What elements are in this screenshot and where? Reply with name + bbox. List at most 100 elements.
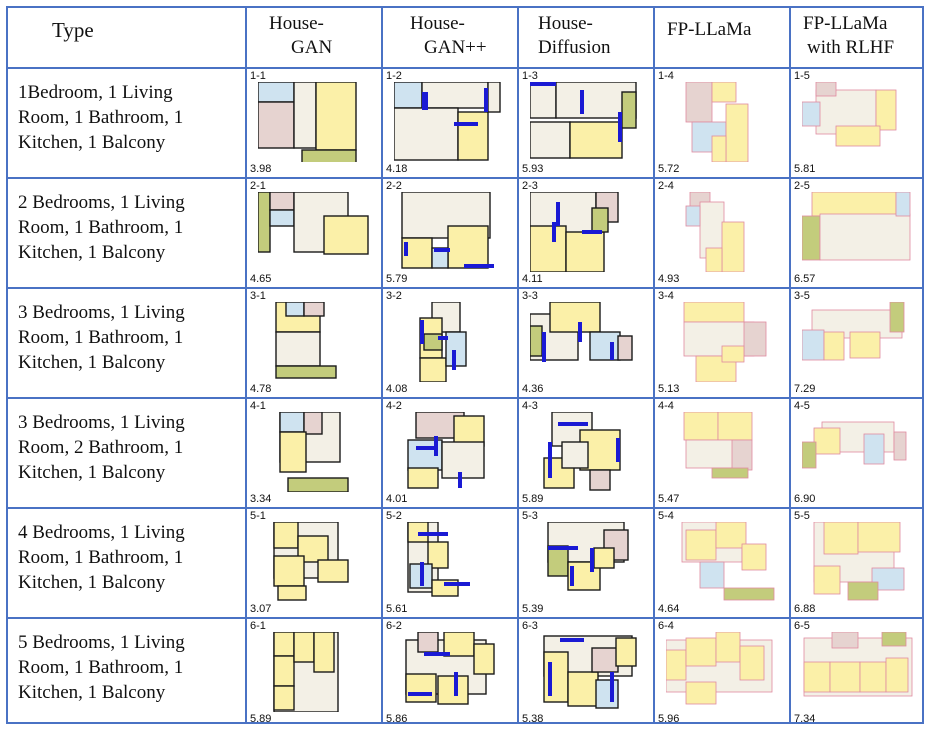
header-line: Diffusion xyxy=(538,37,611,58)
floorplan-id: 6-2 xyxy=(386,620,402,632)
table-row-divider xyxy=(6,177,924,179)
floorplan-id: 4-2 xyxy=(386,400,402,412)
floorplan-image xyxy=(275,302,337,379)
floorplan-score: 4.36 xyxy=(522,383,544,395)
header-line: House- xyxy=(269,13,324,34)
floorplan-score: 3.98 xyxy=(250,163,272,175)
floorplan-cell: 3-3 4.36 xyxy=(520,290,654,395)
table-col-divider xyxy=(517,6,519,724)
table-row-divider xyxy=(6,617,924,619)
floorplan-cell: 5-3 5.39 xyxy=(520,510,654,615)
floorplan-image xyxy=(802,82,897,147)
floorplan-image xyxy=(813,522,905,601)
floorplan-cell: 5-4 4.64 xyxy=(656,510,790,615)
floorplan-id: 6-3 xyxy=(522,620,538,632)
table-row-divider xyxy=(6,287,924,289)
floorplan-image xyxy=(258,192,369,255)
floorplan-score: 5.93 xyxy=(522,163,544,175)
row-type-line: Room, 2 Bathroom, 1 xyxy=(18,437,184,458)
row-type-line: 1Bedroom, 1 Living xyxy=(18,82,173,103)
header-fp-llama-rlhf: FP-LLaMa with RLHF xyxy=(803,12,894,60)
floorplan-image xyxy=(683,412,753,479)
floorplan-cell: 6-1 5.89 xyxy=(248,620,382,725)
row-type-line: Kitchen, 1 Balcony xyxy=(18,352,166,373)
header-type: Type xyxy=(52,18,94,42)
table-col-divider xyxy=(381,6,383,724)
floorplan-image xyxy=(681,522,775,601)
floorplan-image xyxy=(802,192,911,261)
floorplan-id: 4-5 xyxy=(794,400,810,412)
floorplan-cell: 6-2 5.86 xyxy=(384,620,518,725)
floorplan-cell: 2-5 6.57 xyxy=(792,180,926,285)
floorplan-id: 1-4 xyxy=(658,70,674,82)
table-col-divider xyxy=(653,6,655,724)
floorplan-image xyxy=(530,192,619,272)
table-border-right xyxy=(922,6,924,724)
floorplan-cell: 1-4 5.72 xyxy=(656,70,790,175)
row-type-line: 4 Bedrooms, 1 Living xyxy=(18,522,185,543)
row-type-line: Room, 1 Bathroom, 1 xyxy=(18,657,184,678)
floorplan-id: 2-4 xyxy=(658,180,674,192)
row-type-line: 5 Bedrooms, 1 Living xyxy=(18,632,185,653)
row-type-label: 2 Bedrooms, 1 Living Room, 1 Bathroom, 1 K… xyxy=(18,190,243,265)
floorplan-image xyxy=(405,632,495,705)
header-fp-llama: FP-LLaMa xyxy=(667,18,751,42)
floorplan-cell: 2-4 4.93 xyxy=(656,180,790,285)
row-type-line: Room, 1 Bathroom, 1 xyxy=(18,547,184,568)
floorplan-score: 4.11 xyxy=(522,273,543,285)
floorplan-image xyxy=(279,412,349,492)
header-line: House- xyxy=(538,13,593,34)
floorplan-image xyxy=(685,82,749,162)
floorplan-id: 3-3 xyxy=(522,290,538,302)
floorplan-score: 4.08 xyxy=(386,383,408,395)
floorplan-image xyxy=(666,632,773,705)
floorplan-cell: 5-2 5.61 xyxy=(384,510,518,615)
floorplan-id: 3-1 xyxy=(250,290,266,302)
floorplan-score: 6.57 xyxy=(794,273,816,285)
row-type-line: Kitchen, 1 Balcony xyxy=(18,682,166,703)
floorplan-cell: 4-5 6.90 xyxy=(792,400,926,505)
floorplan-score: 5.72 xyxy=(658,163,680,175)
floorplan-cell: 5-5 6.88 xyxy=(792,510,926,615)
floorplan-cell: 2-1 4.65 xyxy=(248,180,382,285)
floorplan-image xyxy=(547,522,629,591)
floorplan-cell: 1-5 5.81 xyxy=(792,70,926,175)
floorplan-image xyxy=(802,302,905,361)
row-type-line: 3 Bedrooms, 1 Living xyxy=(18,412,185,433)
floorplan-image xyxy=(530,302,633,362)
floorplan-id: 2-2 xyxy=(386,180,402,192)
header-line: with RLHF xyxy=(807,37,895,58)
floorplan-id: 4-1 xyxy=(250,400,266,412)
floorplan-id: 1-3 xyxy=(522,70,538,82)
floorplan-id: 1-1 xyxy=(250,70,266,82)
floorplan-score: 4.93 xyxy=(658,273,680,285)
floorplan-image xyxy=(401,192,494,269)
floorplan-id: 2-3 xyxy=(522,180,538,192)
floorplan-score: 4.78 xyxy=(250,383,272,395)
floorplan-score: 5.47 xyxy=(658,493,680,505)
floorplan-id: 4-4 xyxy=(658,400,674,412)
header-line: House- xyxy=(410,13,465,34)
floorplan-image xyxy=(258,82,357,162)
floorplan-image xyxy=(802,421,907,469)
floorplan-cell: 6-4 5.96 xyxy=(656,620,790,725)
header-line: FP-LLaMa xyxy=(803,13,888,34)
row-type-line: Room, 1 Bathroom, 1 xyxy=(18,327,184,348)
header-house-ganpp: House- GAN++ xyxy=(410,12,487,60)
table-border-left xyxy=(6,6,8,724)
floorplan-image xyxy=(543,635,637,709)
floorplan-image xyxy=(407,412,485,489)
floorplan-score: 5.38 xyxy=(522,713,544,725)
floorplan-id: 2-1 xyxy=(250,180,266,192)
floorplan-score: 6.90 xyxy=(794,493,816,505)
row-type-line: Room, 1 Bathroom, 1 xyxy=(18,217,184,238)
row-type-line: Kitchen, 1 Balcony xyxy=(18,132,166,153)
floorplan-score: 4.01 xyxy=(386,493,408,505)
floorplan-id: 6-1 xyxy=(250,620,266,632)
floorplan-id: 1-5 xyxy=(794,70,810,82)
table-border-top xyxy=(6,6,924,8)
table-row-divider xyxy=(6,507,924,509)
floorplan-id: 3-2 xyxy=(386,290,402,302)
table-col-divider xyxy=(245,6,247,724)
